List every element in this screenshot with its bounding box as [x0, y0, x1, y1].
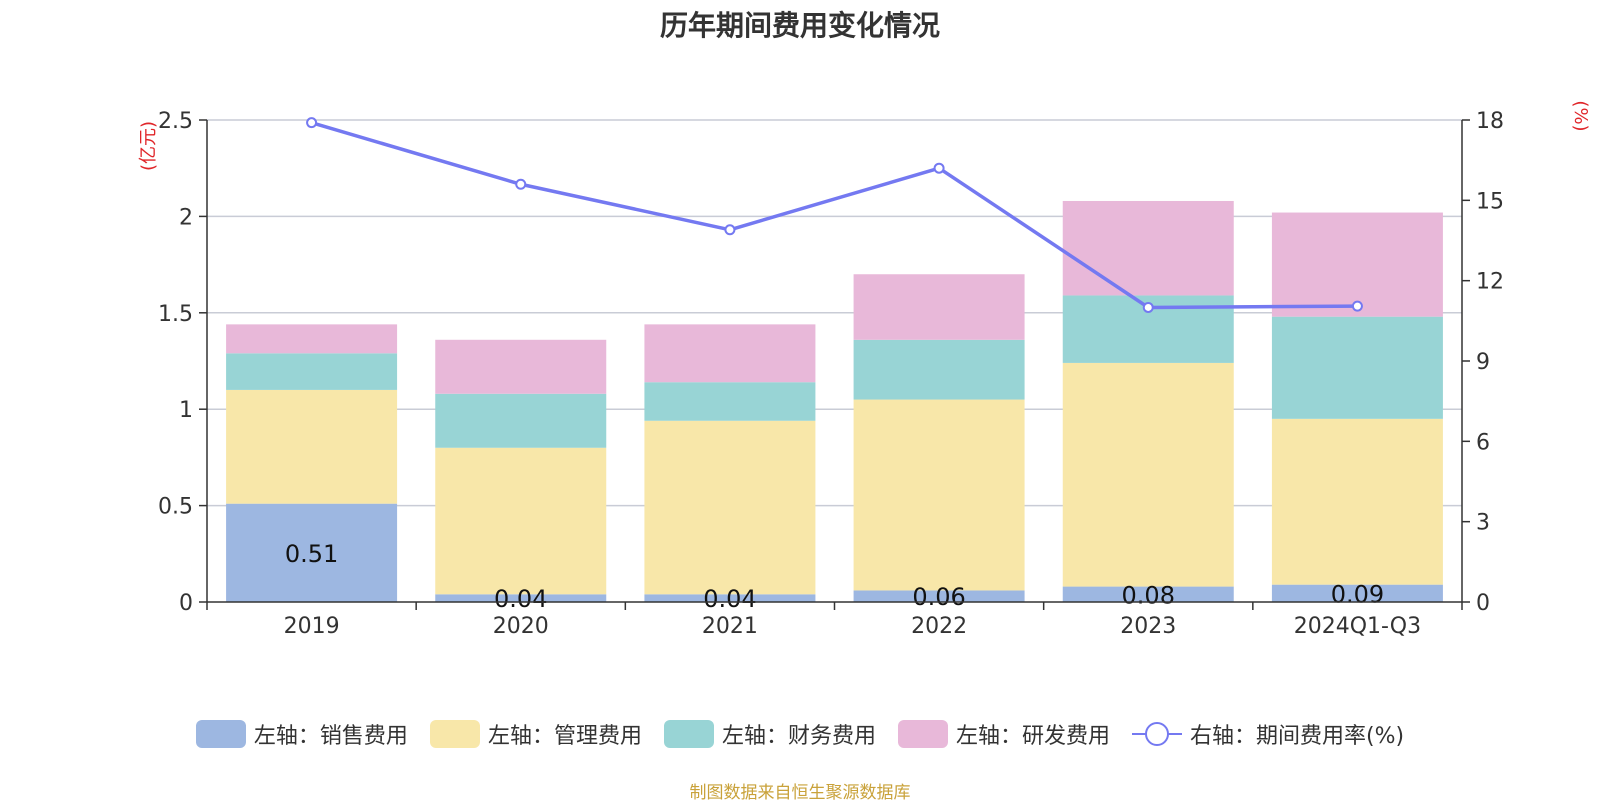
x-axis-tick-label: 2023: [1120, 614, 1176, 639]
bar-segment-1-5: [1271, 418, 1443, 585]
bar-segment-3-5: [1271, 212, 1443, 317]
bar-segment-3-0: [226, 324, 398, 354]
legend-swatch-finance: [663, 720, 714, 748]
bar-segment-1-2: [644, 420, 816, 595]
legend-swatch-admin: [429, 720, 480, 748]
bar-segment-0-0: [226, 503, 398, 602]
legend-swatch-expense-rate: [1131, 720, 1182, 748]
bar-data-label: 0.08: [1122, 581, 1175, 609]
source-note: 制图数据来自恒生聚源数据库: [689, 783, 911, 803]
expense-rate-point: [306, 117, 318, 129]
left-axis-tick-label: 2.5: [158, 109, 193, 134]
legend-label-finance: 左轴：财务费用: [721, 724, 876, 749]
bar-segment-3-3: [853, 274, 1025, 340]
bar-data-label: 0.04: [494, 585, 547, 613]
legend-item-finance[interactable]: 左轴：财务费用: [663, 718, 876, 750]
expense-rate-line: [311, 120, 1358, 310]
bar-segment-2-2: [644, 382, 816, 421]
expense-rate-point: [515, 178, 527, 190]
left-axis-tick-label: 1: [179, 398, 193, 423]
bar-segment-0-2: [644, 594, 816, 602]
left-axis-tick-label: 0.5: [158, 495, 193, 520]
left-axis-unit-label: (亿元): [138, 121, 159, 171]
expense-rate-point: [1142, 301, 1154, 313]
left-axis-tick-label: 0: [179, 591, 193, 616]
legend-item-admin[interactable]: 左轴：管理费用: [429, 718, 642, 750]
legend-item-rnd[interactable]: 左轴：研发费用: [897, 718, 1110, 750]
bar-segment-2-5: [1271, 316, 1443, 419]
legend-item-expense-rate[interactable]: 右轴：期间费用率(%): [1131, 718, 1405, 750]
legend-label-sales: 左轴：销售费用: [253, 724, 408, 749]
right-axis-tick-label: 18: [1476, 109, 1504, 134]
bar-data-label: 0.06: [912, 583, 965, 611]
left-axis-tick-label: 1.5: [158, 302, 193, 327]
bar-segment-2-1: [435, 393, 607, 448]
bar-segment-1-4: [1062, 362, 1234, 587]
expense-rate-point: [724, 224, 736, 236]
legend-swatch-rnd: [897, 720, 948, 748]
bar-segment-0-5: [1271, 584, 1443, 602]
right-axis-tick-label: 12: [1476, 270, 1504, 295]
legend-label-rnd: 左轴：研发费用: [955, 724, 1110, 749]
right-axis-tick-label: 15: [1476, 189, 1504, 214]
left-axis-tick-label: 2: [179, 205, 193, 230]
right-axis-unit-label: (%): [1570, 100, 1591, 131]
expense-rate-point: [1351, 300, 1363, 312]
bar-segment-1-0: [226, 389, 398, 504]
legend-item-sales[interactable]: 左轴：销售费用: [195, 718, 408, 750]
right-axis-tick-label: 6: [1476, 430, 1490, 455]
x-axis-tick-label: 2019: [284, 614, 340, 639]
x-axis-tick-label: 2021: [702, 614, 758, 639]
x-axis-tick-label: 2022: [911, 614, 967, 639]
legend-swatch-sales: [195, 720, 246, 748]
right-axis-tick-label: 9: [1476, 350, 1490, 375]
right-axis-tick-label: 0: [1476, 591, 1490, 616]
bar-segment-3-1: [435, 339, 607, 394]
bar-segment-2-0: [226, 353, 398, 390]
legend-label-admin: 左轴：管理费用: [487, 724, 642, 749]
x-axis-tick-label: 2020: [493, 614, 549, 639]
legend-label-expense-rate: 右轴：期间费用率(%): [1189, 724, 1405, 749]
bar-segment-0-3: [853, 590, 1025, 602]
expense-rate-point: [933, 162, 945, 174]
bar-segment-3-4: [1062, 200, 1234, 296]
bar-segment-2-3: [853, 339, 1025, 400]
right-axis-tick-label: 3: [1476, 511, 1490, 536]
bar-segment-0-1: [435, 594, 607, 602]
chart-title: 历年期间费用变化情况: [659, 9, 940, 42]
bar-segment-0-4: [1062, 586, 1234, 602]
bar-segment-1-3: [853, 399, 1025, 591]
bar-segment-3-2: [644, 324, 816, 383]
bar-data-label: 0.09: [1331, 580, 1384, 608]
bar-segment-1-1: [435, 447, 607, 595]
legend: 左轴：销售费用 左轴：管理费用 左轴：财务费用 左轴：研发费用 右轴：期间费用率…: [0, 718, 1600, 750]
bar-data-label: 0.04: [703, 585, 756, 613]
bar-data-label: 0.51: [285, 540, 338, 568]
x-axis-tick-label: 2024Q1-Q3: [1294, 614, 1421, 639]
